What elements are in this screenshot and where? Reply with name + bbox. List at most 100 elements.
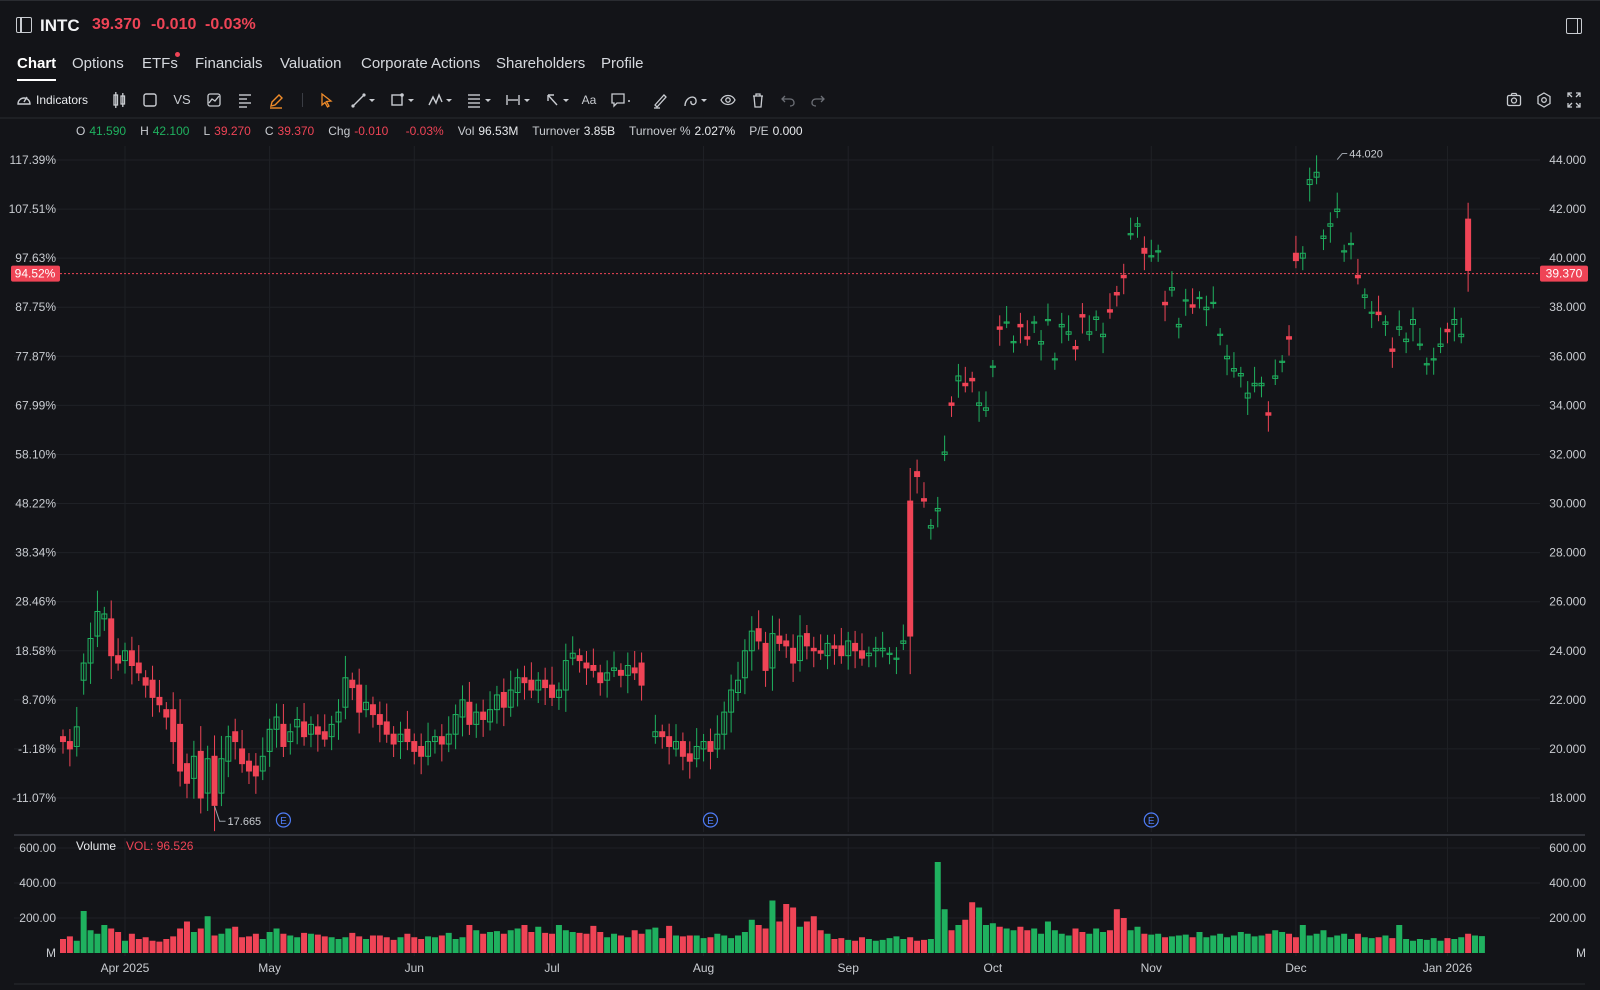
- candle-body: [1251, 382, 1258, 387]
- candle-body: [307, 723, 314, 735]
- brush-icon[interactable]: [652, 90, 668, 110]
- price-tick-label: 22.000: [1549, 693, 1586, 707]
- candle-body: [1348, 242, 1355, 246]
- candle-body: [858, 650, 865, 659]
- candle-body: [1389, 348, 1396, 352]
- x-axis-label: Jul: [544, 961, 559, 975]
- candle-body: [314, 726, 321, 735]
- candle-body: [721, 711, 728, 735]
- settings-icon[interactable]: [1536, 90, 1552, 110]
- tab-chart[interactable]: Chart: [17, 55, 57, 81]
- sidebar-toggle-icon[interactable]: [16, 17, 32, 33]
- eye-icon[interactable]: [720, 90, 736, 110]
- candle-body: [521, 677, 528, 684]
- measure-tool-icon[interactable]: [505, 90, 533, 110]
- volume-tick-label-right: 400.00: [1549, 876, 1586, 890]
- low-value: 39.270: [214, 124, 251, 138]
- volume-bar: [1327, 937, 1334, 953]
- volume-bar: [342, 937, 349, 953]
- tab-etfs[interactable]: ETFs: [142, 55, 178, 72]
- candle-body: [893, 657, 900, 660]
- rectangle-icon[interactable]: [142, 90, 158, 110]
- candle-body: [459, 699, 466, 718]
- candle-body: [1410, 319, 1417, 325]
- chart-type-icon[interactable]: [206, 90, 222, 110]
- candle-body: [1341, 250, 1348, 253]
- candle-body: [108, 618, 115, 657]
- price-tick-label: 40.000: [1549, 251, 1586, 265]
- volume-bar: [218, 933, 225, 953]
- candle-body: [611, 667, 618, 671]
- candle-body: [1416, 343, 1423, 346]
- tab-valuation[interactable]: Valuation: [280, 55, 342, 72]
- volume-bar: [1106, 930, 1113, 953]
- candle-body: [576, 655, 583, 662]
- volume-bar: [707, 937, 714, 953]
- candle-body: [631, 667, 638, 674]
- tab-financials[interactable]: Financials: [195, 55, 263, 72]
- line-tool-icon[interactable]: [350, 90, 378, 110]
- volume-bar: [1389, 938, 1396, 953]
- candle-body: [128, 650, 135, 666]
- candle-body: [659, 731, 666, 738]
- turnover-value: 3.85B: [583, 124, 616, 138]
- turnover-pct-value: 2.027%: [694, 124, 736, 138]
- candle-body: [1031, 321, 1038, 324]
- candle-body: [673, 741, 680, 750]
- candle-body: [590, 664, 597, 671]
- pattern-tool-icon[interactable]: [427, 90, 455, 110]
- chg-label: Chg: [328, 124, 351, 138]
- volume-bar: [500, 933, 507, 953]
- volume-bar: [1382, 935, 1389, 953]
- text-tool-button[interactable]: Aa: [581, 93, 597, 107]
- camera-icon[interactable]: [1506, 90, 1522, 110]
- volume-bar: [66, 936, 73, 953]
- volume-bar: [1058, 933, 1065, 953]
- compare-vs-button[interactable]: VS: [173, 92, 191, 107]
- candle-body: [1265, 412, 1272, 416]
- candle-body: [514, 677, 521, 693]
- volume-bar: [831, 939, 838, 953]
- tab-shareholders[interactable]: Shareholders: [496, 55, 586, 72]
- volume-bar: [1299, 925, 1306, 953]
- candle-body: [549, 684, 556, 698]
- arrow-tool-icon[interactable]: [544, 90, 572, 110]
- candle-body: [1127, 233, 1134, 236]
- trash-icon[interactable]: [750, 90, 766, 110]
- comment-icon[interactable]: [610, 90, 632, 110]
- candle-body: [369, 704, 376, 716]
- list-icon[interactable]: [237, 90, 253, 110]
- redo-icon[interactable]: [810, 90, 826, 110]
- cursor-icon[interactable]: [318, 90, 334, 110]
- volume-bar: [624, 937, 631, 953]
- collapse-panel-icon[interactable]: [1566, 18, 1582, 34]
- indicators-button[interactable]: Indicators: [16, 90, 96, 110]
- candles-icon[interactable]: [111, 90, 127, 110]
- chg-pct-value: -0.03%: [405, 124, 444, 138]
- volume-bar: [941, 909, 948, 953]
- volume-bar: [438, 935, 445, 953]
- volume-bar: [1465, 933, 1472, 953]
- candle-body: [66, 741, 73, 750]
- volume-bar: [1396, 925, 1403, 953]
- candle-body: [796, 635, 803, 662]
- shape-tool-icon[interactable]: [389, 90, 417, 110]
- fib-tool-icon[interactable]: [466, 90, 494, 110]
- candle-body: [1196, 296, 1203, 300]
- volume-tick-label-right: 600.00: [1549, 841, 1586, 855]
- tab-profile[interactable]: Profile: [601, 55, 644, 72]
- volume-bar: [1444, 938, 1451, 953]
- magnet-icon[interactable]: [682, 90, 710, 110]
- tab-options[interactable]: Options: [72, 55, 124, 72]
- volume-bar: [783, 904, 790, 953]
- percent-tick-label: -1.18%: [18, 742, 56, 756]
- fullscreen-icon[interactable]: [1566, 90, 1582, 110]
- candle-body: [783, 640, 790, 647]
- candle-body: [838, 645, 845, 657]
- tab-corporate-actions[interactable]: Corporate Actions: [361, 55, 481, 72]
- undo-icon[interactable]: [780, 90, 796, 110]
- candle-body: [1396, 326, 1403, 330]
- pencil-icon[interactable]: [268, 90, 284, 110]
- candle-body: [927, 525, 934, 529]
